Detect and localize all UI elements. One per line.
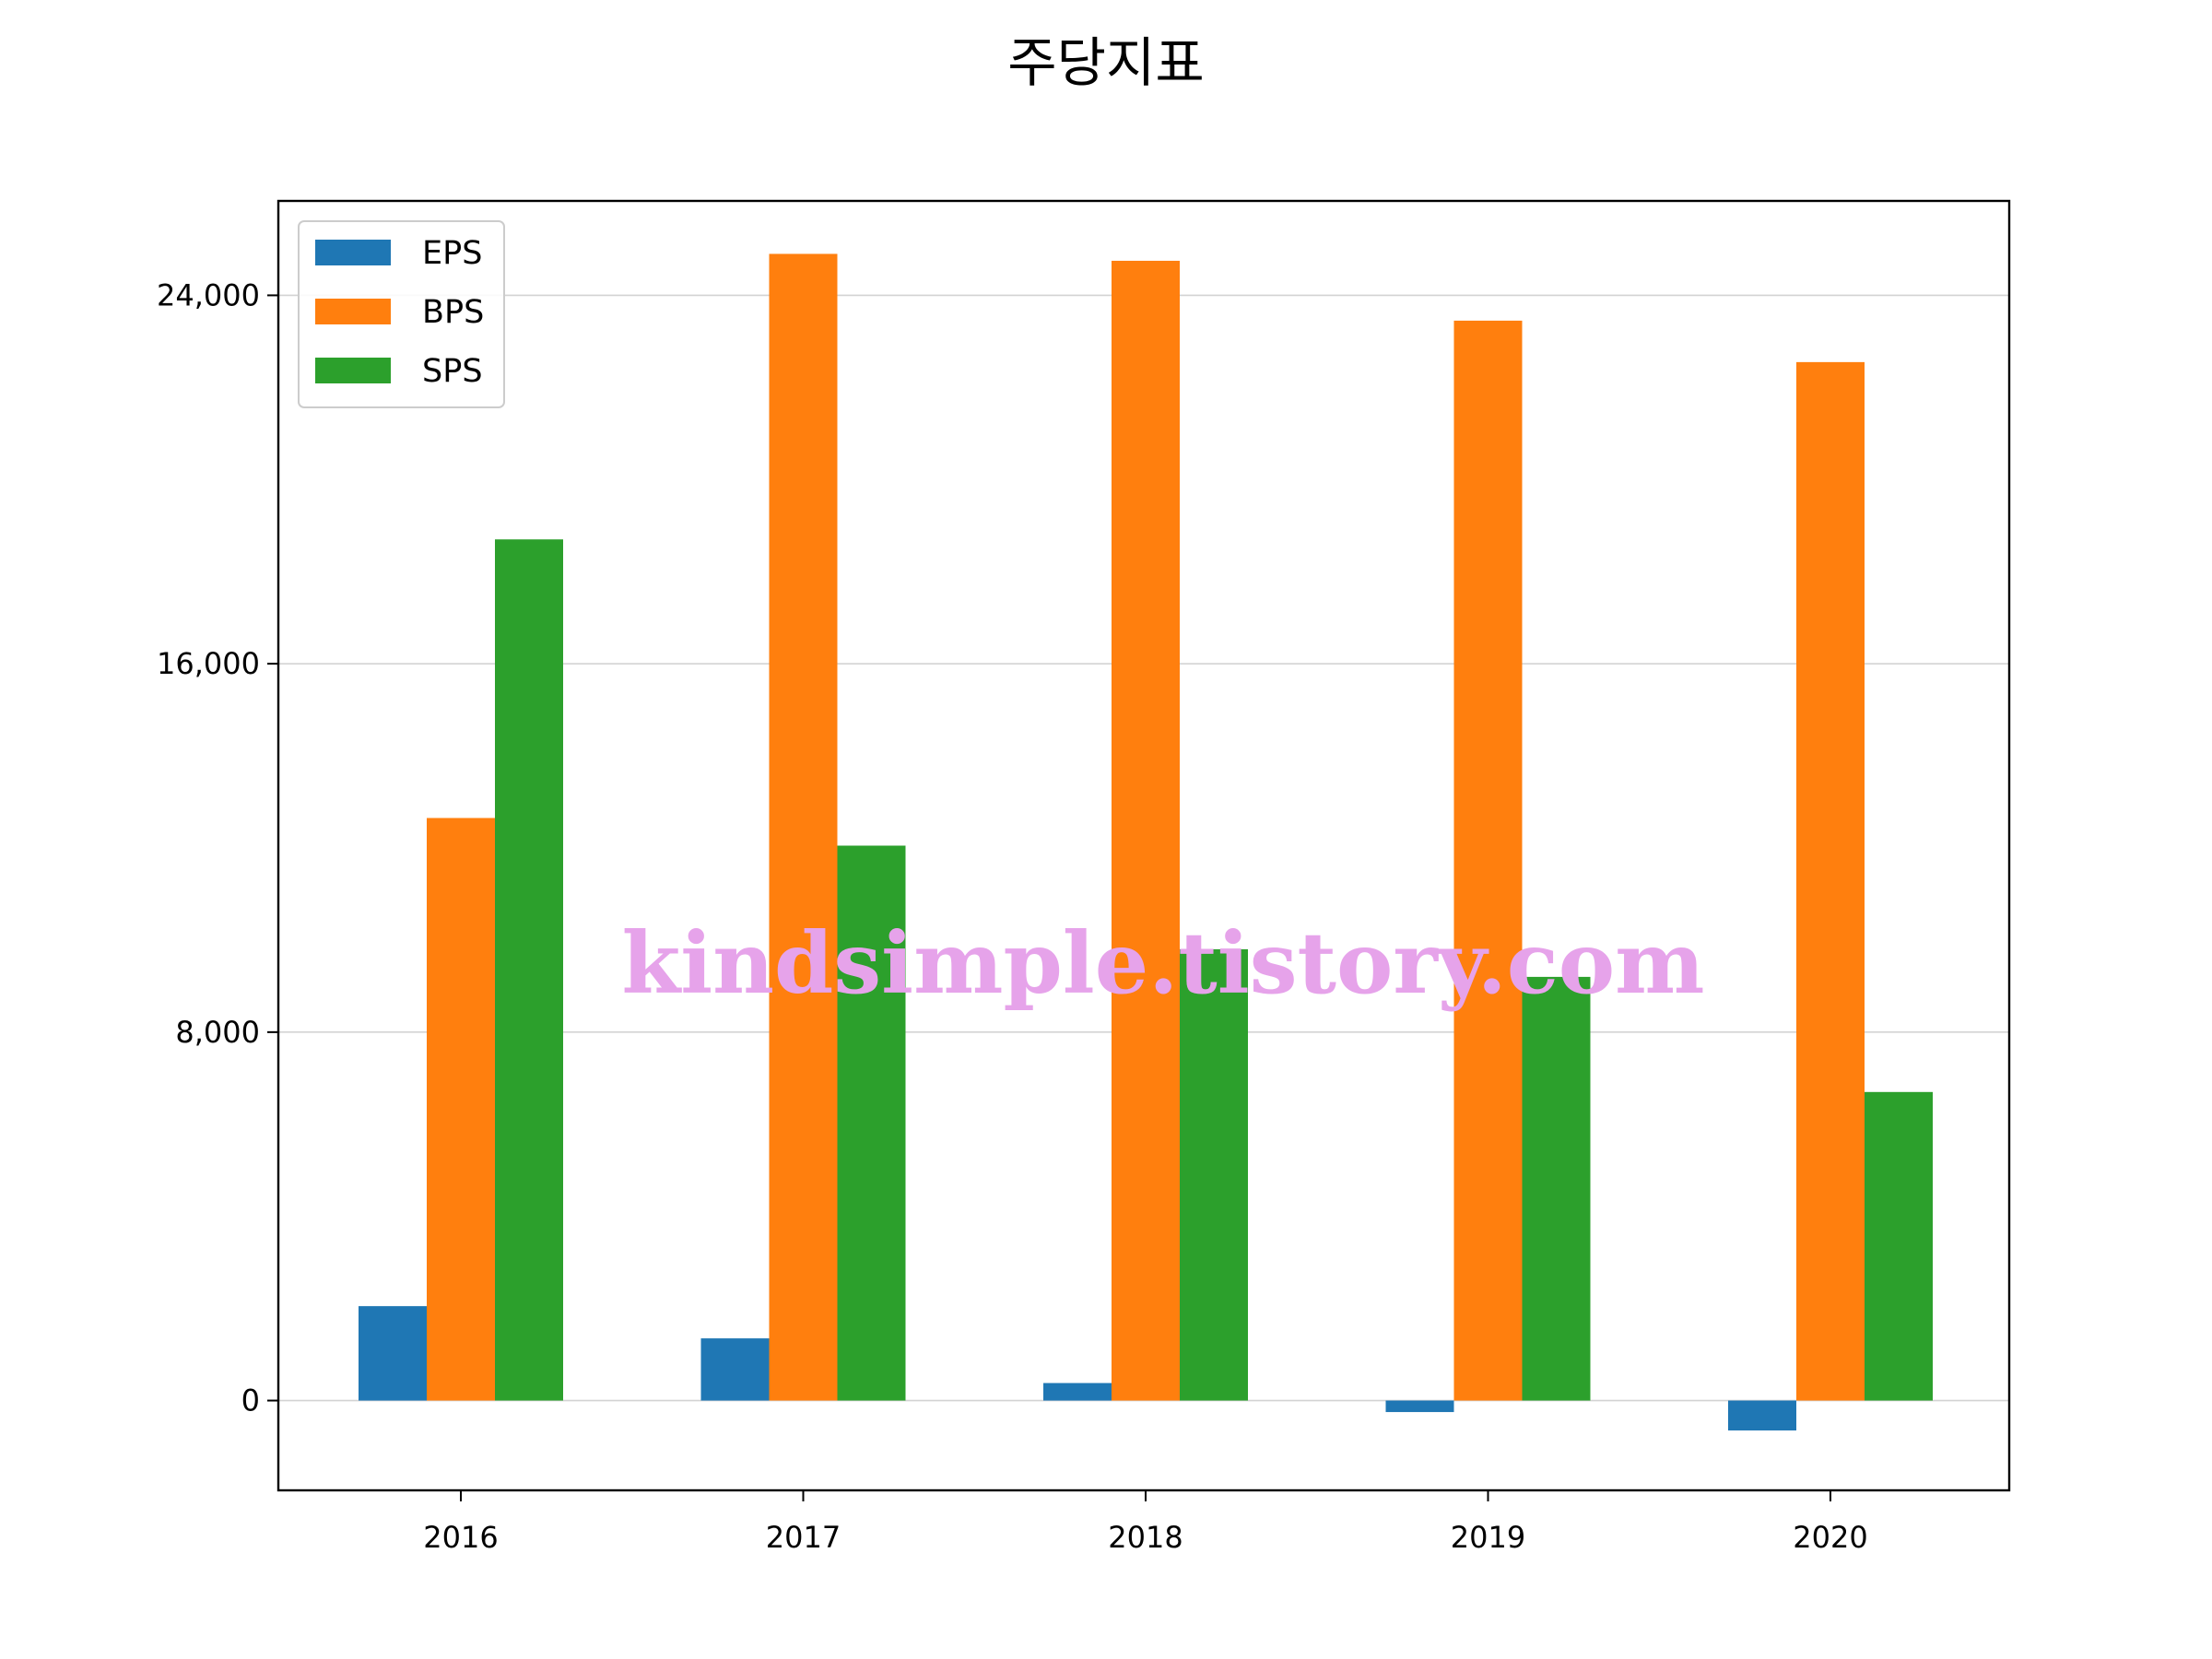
x-tick-label-2: 2018 [1108,1520,1182,1555]
y-tick-label-2: 16,000 [157,646,260,681]
x-tick-label-1: 2017 [766,1520,841,1555]
bar-eps-2017 [700,1338,770,1401]
axes-frame [276,199,2011,1492]
bar-bps-2019 [1453,320,1523,1401]
bar-sps-2020 [1865,1091,1933,1401]
legend-swatch-sps [315,358,391,383]
legend-label-bps: BPS [422,294,484,331]
x-tick-label-0: 2016 [423,1520,498,1555]
bar-sps-2018 [1180,948,1248,1401]
y-tick-label-0: 0 [241,1383,260,1418]
plot-area: 0 8,000 16,000 24,000 2016 2017 2018 2019 2020 EP… [157,199,2011,1555]
bar-bps-2020 [1796,361,1865,1401]
x-tick-label-4: 2020 [1793,1520,1867,1555]
bar-bps-2016 [427,818,495,1401]
y-tick-label-1: 8,000 [175,1015,260,1050]
bar-eps-2018 [1043,1382,1112,1401]
bar-eps-2019 [1385,1400,1454,1413]
legend: EPS BPS SPS [298,220,505,408]
bar-sps-2019 [1522,976,1591,1401]
y-tick-label-3: 24,000 [157,277,260,312]
legend-label-sps: SPS [422,353,483,390]
bar-eps-2016 [359,1306,427,1401]
bar-bps-2017 [769,253,838,1401]
watermark: kindsimple.tistory.com [621,913,1704,1013]
chart-title: 주당지표 [1007,31,1204,94]
bar-eps-2020 [1728,1400,1796,1431]
legend-swatch-eps [315,240,391,265]
bar-bps-2018 [1112,260,1180,1401]
x-tick-label-3: 2019 [1451,1520,1525,1555]
bar-sps-2016 [495,539,563,1401]
bar-sps-2017 [837,845,906,1401]
legend-swatch-bps [315,299,391,324]
legend-label-eps: EPS [422,235,482,272]
